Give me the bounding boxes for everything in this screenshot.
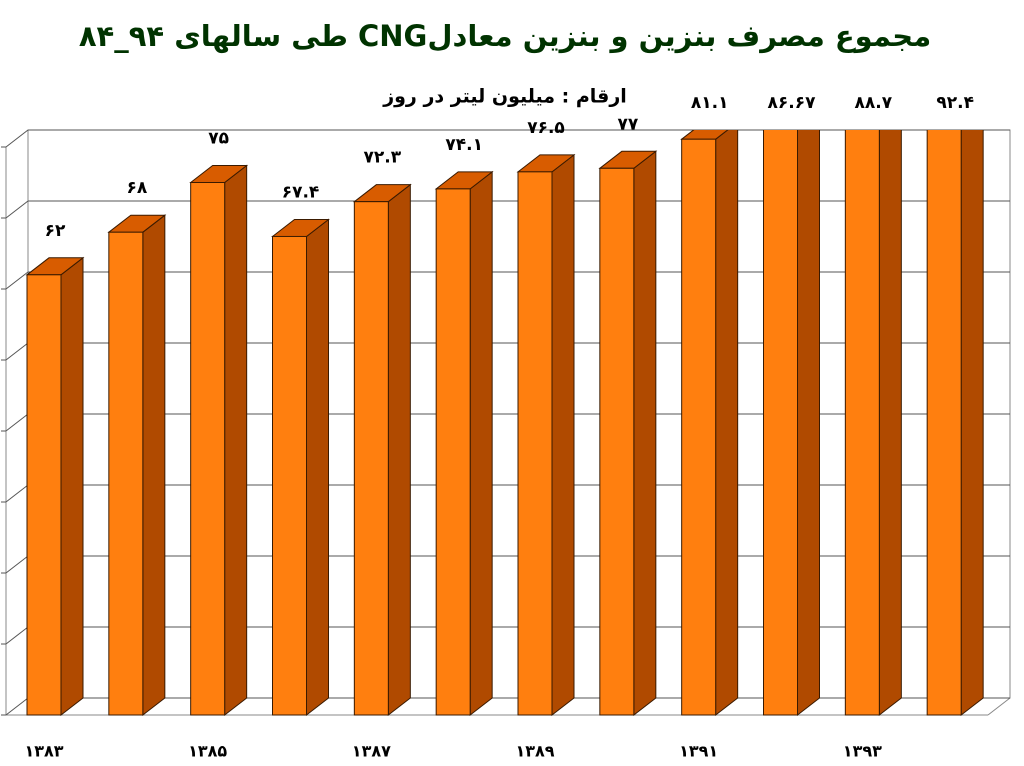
bar-side: [387, 183, 411, 717]
data-label: ۷۲.۳: [364, 148, 402, 168]
bar-top: [927, 42, 983, 59]
bar-top: [845, 68, 901, 85]
bar: [681, 138, 717, 716]
grid-line: [5, 342, 29, 361]
bar-side: [715, 130, 739, 717]
bar: [353, 201, 389, 716]
bar-side: [878, 130, 902, 717]
data-label: ۸۱.۱: [691, 93, 729, 113]
bar-side: [960, 130, 984, 717]
bar: [599, 167, 635, 716]
bar-side: [551, 153, 575, 717]
data-label: ۶۷.۴: [282, 182, 320, 202]
grid-line: [5, 271, 29, 290]
bar: [763, 130, 798, 716]
data-label: ۷۵: [208, 129, 229, 149]
grid-line: [5, 697, 29, 716]
floor-edge: [987, 697, 1011, 716]
bar-side: [224, 164, 248, 717]
x-tick-label: ۱۳۹۱: [679, 742, 718, 761]
x-tick-label: ۱۳۹۳: [843, 742, 882, 761]
labels: ۶۲ ۱۳۸۳ ۶۸ ۷۵ ۱۳۸۵ ۶۷.۴ ۷۲.۳ ۱۳۸۷ ۷۴.۱ ۷۶.۵ ۱۳۸۹ ۷۷…: [24, 93, 973, 761]
data-label: ۷۷: [617, 114, 638, 134]
data-label: ۷۴.۱: [445, 135, 483, 155]
data-label: ۸۸.۷: [855, 93, 893, 113]
chart-subtitle: ارقام : میلیون لیتر در روز: [382, 86, 627, 108]
grid-line: [5, 413, 29, 432]
grid-line: [5, 200, 29, 219]
bar: [108, 231, 144, 716]
bar: [435, 188, 471, 716]
bar-side: [60, 256, 84, 717]
bar: [517, 171, 553, 716]
bar: [926, 130, 962, 716]
x-tick-label: ۱۳۸۳: [24, 742, 63, 761]
data-label: ۶۲: [45, 221, 66, 241]
x-tick-label: ۱۳۸۵: [188, 742, 227, 761]
bar: [844, 130, 880, 716]
data-label: ۸۶.۶۷: [768, 93, 817, 113]
grid-line: [5, 484, 29, 503]
data-label: ۶۸: [126, 178, 147, 198]
bar-side: [633, 150, 657, 717]
grid-line: [5, 626, 29, 645]
grid-line: [5, 555, 29, 574]
data-label: ۹۲.۴: [936, 93, 974, 113]
data-label: ۷۶.۵: [527, 118, 565, 138]
grid-line: [5, 129, 29, 148]
x-tick-label: ۱۳۸۹: [515, 742, 554, 761]
x-tick-label: ۱۳۸۷: [352, 742, 391, 761]
bar-side: [469, 170, 493, 717]
bar-side: [142, 214, 166, 717]
bars: [25, 42, 984, 717]
bar: [26, 274, 62, 716]
bar-side: [797, 130, 820, 717]
bar-side: [306, 218, 329, 717]
bar: [272, 235, 307, 716]
bar: [190, 182, 226, 716]
chart-title: مجموع مصرف بنزین و بنزین معادلCNG طی سال…: [79, 19, 931, 53]
